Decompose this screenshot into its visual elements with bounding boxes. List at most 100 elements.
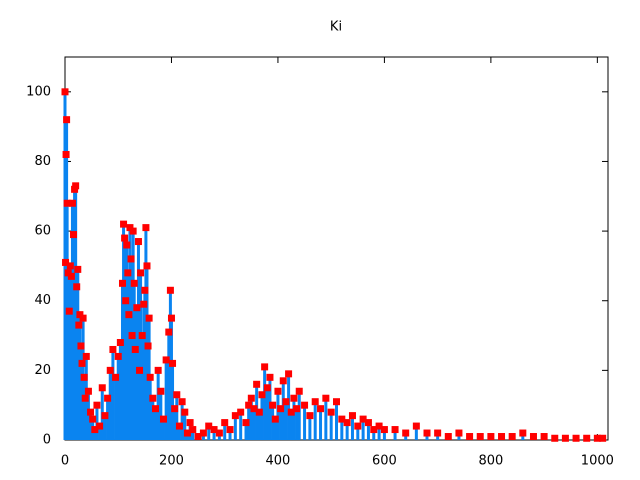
point xyxy=(81,394,89,402)
point xyxy=(359,415,367,423)
point xyxy=(178,398,186,406)
point xyxy=(412,422,420,430)
point xyxy=(140,300,148,308)
point xyxy=(250,405,258,413)
point xyxy=(127,255,135,263)
point xyxy=(322,394,330,402)
point xyxy=(255,408,263,416)
point xyxy=(290,394,298,402)
point xyxy=(68,199,76,207)
point xyxy=(77,342,85,350)
point xyxy=(333,398,340,406)
point xyxy=(189,426,197,434)
point xyxy=(124,269,132,277)
point xyxy=(311,398,319,406)
point xyxy=(141,286,149,294)
point xyxy=(466,433,474,441)
point xyxy=(194,433,202,441)
point xyxy=(183,429,191,437)
point xyxy=(152,405,159,413)
point xyxy=(375,422,383,430)
point xyxy=(149,394,157,402)
point xyxy=(476,433,484,441)
point xyxy=(128,332,136,340)
point xyxy=(159,415,167,423)
point xyxy=(279,377,287,385)
x-tick-label: 0 xyxy=(61,454,69,469)
point xyxy=(136,366,144,374)
point xyxy=(226,426,234,434)
point xyxy=(74,265,82,273)
point xyxy=(96,422,104,430)
point xyxy=(348,412,356,420)
point xyxy=(79,314,87,322)
point xyxy=(98,384,106,392)
point xyxy=(80,373,88,381)
point xyxy=(370,426,378,434)
y-tick-label: 20 xyxy=(34,363,51,378)
point xyxy=(215,429,223,437)
point xyxy=(455,429,463,437)
point xyxy=(529,433,537,441)
point xyxy=(572,434,580,442)
point xyxy=(199,429,207,437)
point xyxy=(87,408,95,416)
x-tick-label: 1000 xyxy=(581,454,614,469)
y-tick-label: 100 xyxy=(26,84,51,99)
point xyxy=(157,387,165,395)
point xyxy=(129,227,137,235)
point xyxy=(142,224,150,232)
point xyxy=(131,345,139,353)
point xyxy=(146,373,154,381)
point xyxy=(89,415,97,423)
point xyxy=(593,434,601,442)
point xyxy=(221,419,229,427)
point xyxy=(116,339,124,347)
point xyxy=(266,373,274,381)
x-tick-label: 400 xyxy=(266,454,291,469)
point xyxy=(101,412,109,420)
point xyxy=(402,429,410,437)
point xyxy=(61,88,69,96)
point xyxy=(434,429,442,437)
x-tick-label: 200 xyxy=(159,454,184,469)
point xyxy=(287,408,295,416)
point xyxy=(65,307,73,315)
point xyxy=(274,387,282,395)
point xyxy=(258,391,266,399)
point xyxy=(145,314,153,322)
point xyxy=(169,359,177,367)
point xyxy=(317,405,325,413)
point xyxy=(327,408,335,416)
chart-title: Ki xyxy=(330,20,342,35)
point xyxy=(62,258,70,266)
point xyxy=(173,391,181,399)
point xyxy=(166,286,174,294)
point xyxy=(599,434,607,442)
point xyxy=(343,419,351,427)
point xyxy=(109,345,117,353)
point xyxy=(237,408,245,416)
point xyxy=(306,412,314,420)
y-tick-label: 60 xyxy=(34,224,51,239)
point xyxy=(444,433,452,441)
point xyxy=(181,408,189,416)
point xyxy=(122,297,130,305)
x-tick-label: 600 xyxy=(372,454,397,469)
point xyxy=(67,272,75,280)
point xyxy=(269,401,277,409)
point xyxy=(120,220,128,228)
point xyxy=(171,405,179,413)
point xyxy=(165,328,173,336)
point xyxy=(231,412,239,420)
point xyxy=(354,422,362,430)
point xyxy=(540,433,548,441)
point xyxy=(84,387,92,395)
point xyxy=(75,321,83,329)
point xyxy=(338,415,346,423)
point xyxy=(62,150,70,158)
point xyxy=(498,433,506,441)
point xyxy=(551,434,559,442)
point xyxy=(285,370,293,378)
